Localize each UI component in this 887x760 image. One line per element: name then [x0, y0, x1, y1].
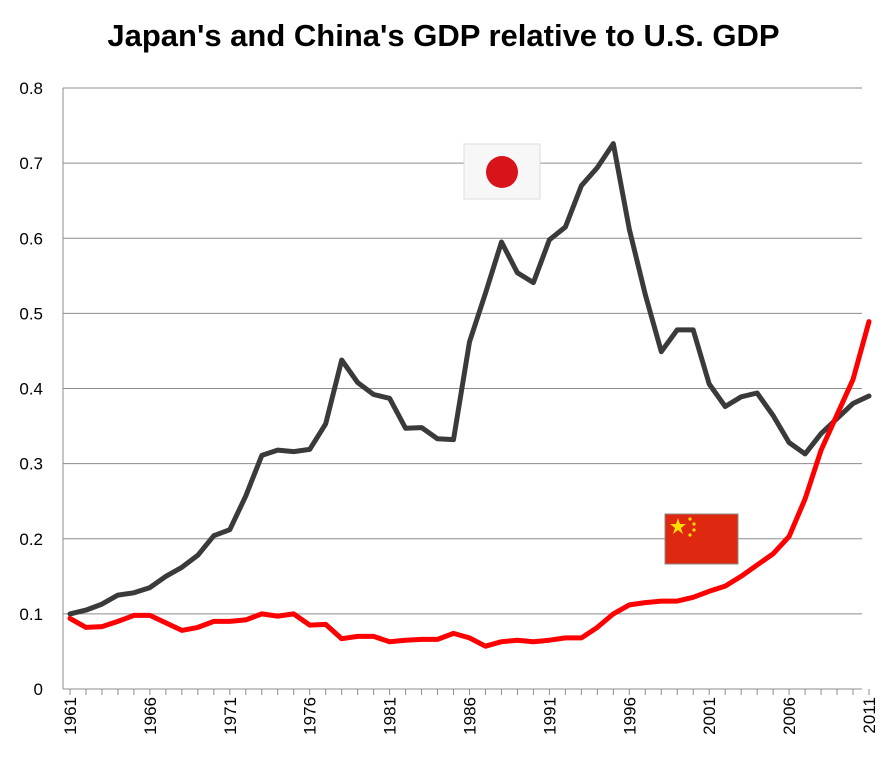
x-tick-label-2006: 2006	[780, 697, 799, 735]
y-tick-label-0.4: 0.4	[19, 380, 43, 399]
x-tick-label-1971: 1971	[221, 697, 240, 735]
x-tick-label-1966: 1966	[141, 697, 160, 735]
x-tick-label-1961: 1961	[61, 697, 80, 735]
china-flag-icon	[664, 513, 739, 565]
y-tick-label-0.3: 0.3	[19, 455, 43, 474]
x-axis-tick-labels: 1961 1966 1971 1976 1981 1986 1991 1996 2001 2006…	[61, 689, 879, 735]
series-lines	[67, 141, 872, 649]
axes	[62, 88, 862, 690]
y-tick-label-0: 0	[34, 680, 43, 699]
x-tick-label-1996: 1996	[620, 697, 639, 735]
x-tick-label-1976: 1976	[301, 697, 320, 735]
china-series-line	[67, 319, 872, 649]
chart-title: Japan's and China's GDP relative to U.S.…	[107, 18, 780, 53]
y-tick-label-0.5: 0.5	[19, 304, 43, 323]
x-tick-label-1986: 1986	[461, 697, 480, 735]
x-tick-label-1991: 1991	[540, 697, 559, 735]
x-tick-label-2011: 2011	[860, 697, 879, 734]
japan-flag-icon	[463, 143, 541, 200]
y-tick-label-0.6: 0.6	[19, 229, 43, 248]
gridlines	[63, 87, 862, 615]
y-tick-label-0.2: 0.2	[19, 530, 43, 549]
x-tick-label-1981: 1981	[381, 697, 400, 735]
x-tick-label-2001: 2001	[700, 697, 719, 735]
y-tick-label-0.7: 0.7	[19, 154, 43, 173]
y-tick-label-0.8: 0.8	[19, 79, 43, 98]
japan-series-line	[67, 141, 872, 617]
y-axis-tick-labels: 0 0.1 0.2 0.3 0.4 0.5 0.6 0.7 0.8	[19, 79, 43, 699]
y-tick-label-0.1: 0.1	[19, 605, 43, 624]
